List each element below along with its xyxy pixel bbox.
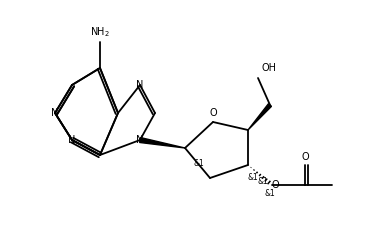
Text: N: N <box>136 135 144 145</box>
Text: N: N <box>68 135 76 145</box>
Polygon shape <box>140 138 185 148</box>
Text: &1: &1 <box>248 173 259 183</box>
Text: O: O <box>272 180 280 190</box>
Text: OH: OH <box>262 63 277 73</box>
Text: N: N <box>51 108 59 118</box>
Text: O: O <box>209 108 217 118</box>
Text: O: O <box>301 152 309 162</box>
Text: NH$_2$: NH$_2$ <box>90 25 110 39</box>
Text: &1: &1 <box>193 158 204 168</box>
Text: &1: &1 <box>264 188 275 197</box>
Text: &1: &1 <box>258 178 269 187</box>
Text: N: N <box>136 80 144 90</box>
Polygon shape <box>248 104 272 130</box>
